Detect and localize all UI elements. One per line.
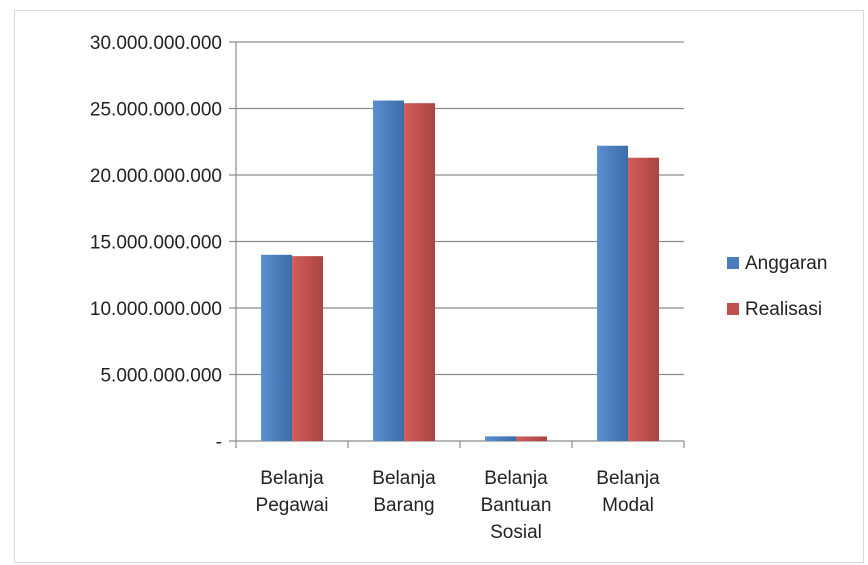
x-tick-label: Belanja	[484, 468, 548, 489]
x-tick-label: Bantuan	[481, 495, 552, 516]
bar-anggaran	[261, 254, 292, 441]
bar-anggaran	[373, 100, 404, 442]
y-tick-label: 15.000.000.000	[90, 233, 222, 254]
x-tick-label: Belanja	[260, 468, 324, 489]
y-tick-label: 30.000.000.000	[90, 33, 222, 54]
bar-realisasi	[628, 157, 659, 441]
x-tick-label: Belanja	[596, 468, 660, 489]
x-tick-label: Belanja	[372, 468, 436, 489]
bar-realisasi	[516, 436, 547, 441]
legend-label-anggaran: Anggaran	[745, 253, 827, 274]
chart-frame	[14, 10, 864, 563]
y-tick-label: 20.000.000.000	[90, 166, 222, 187]
bar-anggaran	[597, 145, 628, 442]
x-tick-label: Sosial	[490, 522, 542, 543]
x-tick-label: Modal	[602, 495, 654, 516]
bar-anggaran	[485, 436, 516, 441]
y-tick-label: 5.000.000.000	[100, 366, 222, 387]
y-tick-label: 10.000.000.000	[90, 299, 222, 320]
x-tick-label: Pegawai	[256, 495, 329, 516]
legend-swatch-realisasi	[727, 303, 739, 315]
bar-realisasi	[292, 256, 323, 441]
y-tick-label: 25.000.000.000	[90, 100, 222, 121]
bar-realisasi	[404, 103, 435, 442]
legend-label-realisasi: Realisasi	[745, 299, 822, 320]
y-tick-label: -	[216, 432, 222, 453]
x-tick-label: Barang	[373, 495, 434, 516]
legend-swatch-anggaran	[727, 257, 739, 269]
